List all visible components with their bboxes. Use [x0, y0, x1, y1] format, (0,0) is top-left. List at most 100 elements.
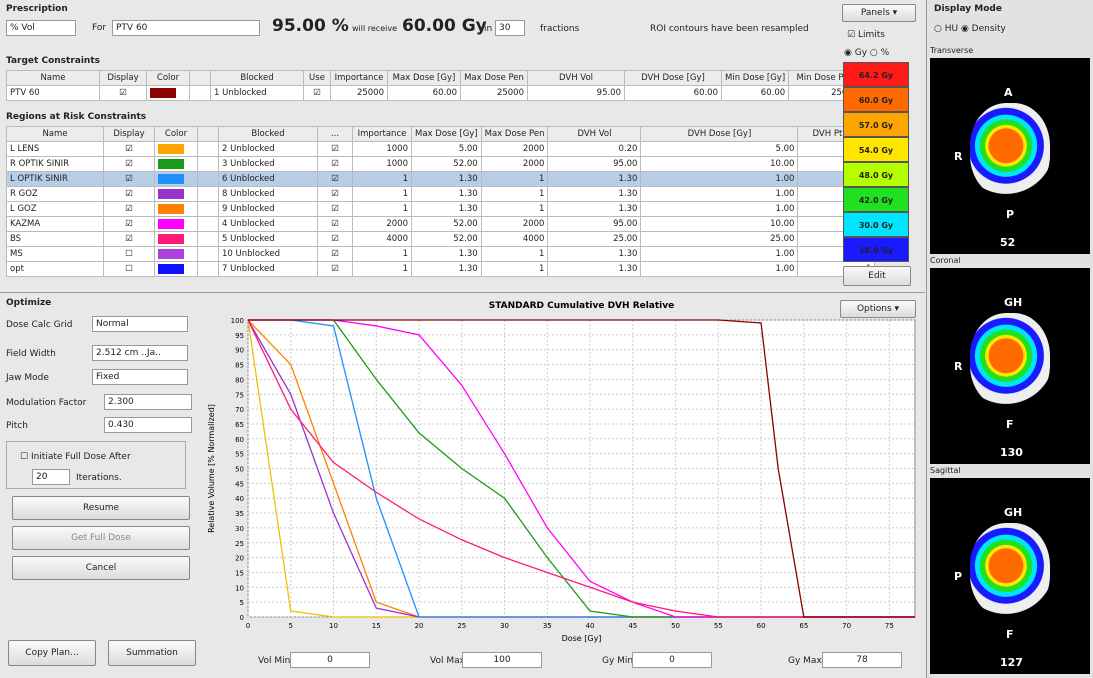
copy-plan-button[interactable]: Copy Plan... [8, 640, 96, 666]
select[interactable]: Normal [92, 316, 188, 332]
fractions-input[interactable]: 30 [495, 20, 525, 36]
cell: 1.30 [412, 187, 482, 202]
input[interactable]: 0.430 [104, 417, 192, 433]
roi-select[interactable]: PTV 60 [112, 20, 260, 36]
mode-select[interactable]: % Vol [6, 20, 76, 36]
cell: 5.00 [641, 142, 798, 157]
y-tick-label: 65 [235, 421, 244, 429]
cell: 1.30 [412, 172, 482, 187]
cell[interactable]: ☑ [318, 232, 353, 247]
column-header: Importance [331, 71, 388, 86]
input[interactable]: 2.300 [104, 394, 192, 410]
cell [155, 157, 198, 172]
row[interactable]: BS☑5 Unblocked☑400052.00400025.0025.0040… [7, 232, 875, 247]
cell[interactable]: ☑ [318, 187, 353, 202]
panels-button[interactable]: Panels ▾ [842, 4, 916, 22]
slice-number[interactable]: 127 [1000, 656, 1023, 669]
cell[interactable]: ☑ [304, 86, 331, 101]
radio-group[interactable]: ◉ Gy ○ % [844, 48, 889, 58]
column-header: Display [100, 71, 147, 86]
cell[interactable]: ☑ [104, 217, 155, 232]
spinner[interactable]: 78 [822, 652, 902, 668]
cell[interactable]: ☑ [104, 232, 155, 247]
cell [198, 262, 219, 277]
color-swatch [158, 234, 184, 244]
cell[interactable]: ☑ [318, 217, 353, 232]
cell: 52.00 [412, 157, 482, 172]
label: in [484, 24, 492, 34]
select[interactable]: 2.512 cm ..Ja.. [92, 345, 188, 361]
checkbox[interactable]: ☐ Initiate Full Dose After [20, 452, 131, 462]
cell: L GOZ [7, 202, 104, 217]
orientation-top: GH [1004, 506, 1022, 519]
section-title: Optimize [6, 298, 51, 308]
cell: 1 Unblocked [211, 86, 304, 101]
column-header: Importance [353, 127, 412, 142]
divider [0, 292, 925, 293]
radio-group[interactable]: ○ HU ◉ Density [934, 24, 1006, 34]
cell [198, 202, 219, 217]
slice-number[interactable]: 52 [1000, 236, 1015, 249]
cell[interactable]: ☑ [104, 142, 155, 157]
resume-button[interactable]: Resume [12, 496, 190, 520]
column-header: Color [147, 71, 190, 86]
y-tick-label: 0 [240, 614, 244, 622]
y-tick-label: 15 [235, 569, 244, 577]
options-button[interactable]: Options ▾ [840, 300, 916, 318]
cell[interactable]: ☑ [318, 202, 353, 217]
cell[interactable]: ☐ [104, 262, 155, 277]
cell: BS [7, 232, 104, 247]
spinner[interactable]: 100 [462, 652, 542, 668]
orientation-bottom: F [1006, 628, 1014, 641]
input[interactable]: 20 [32, 469, 70, 485]
select[interactable]: Fixed [92, 369, 188, 385]
column-header: Display [104, 127, 155, 142]
slice-number[interactable]: 130 [1000, 446, 1023, 459]
column-header: ... [318, 127, 353, 142]
column-header: Max Dose [Gy] [412, 127, 482, 142]
spinner[interactable]: 0 [632, 652, 712, 668]
cell: 25.00 [641, 232, 798, 247]
cell [198, 157, 219, 172]
cell[interactable]: ☑ [104, 157, 155, 172]
cell[interactable]: ☑ [318, 157, 353, 172]
color-swatch [158, 144, 184, 154]
label: % [881, 48, 890, 58]
cell[interactable]: ☑ [318, 142, 353, 157]
x-tick-label: 70 [842, 622, 851, 630]
cell[interactable]: ☐ [104, 247, 155, 262]
checkbox[interactable]: ☑ Limits [847, 30, 885, 40]
y-tick-label: 25 [235, 540, 244, 548]
section-title: Prescription [6, 4, 68, 14]
cell[interactable]: ☑ [104, 172, 155, 187]
cell[interactable]: ☑ [318, 262, 353, 277]
label: Limits [858, 30, 885, 40]
app: Prescription % Vol For PTV 60 95.00 % wi… [0, 0, 1093, 678]
cell[interactable]: ☑ [318, 172, 353, 187]
cancel-button[interactable]: Cancel [12, 556, 190, 580]
cell[interactable]: ☑ [104, 202, 155, 217]
column-header: Color [155, 127, 198, 142]
row[interactable]: L LENS☑2 Unblocked☑10005.0020000.205.002… [7, 142, 875, 157]
summation-button[interactable]: Summation [108, 640, 196, 666]
full-dose-button[interactable]: Get Full Dose [12, 526, 190, 550]
cell[interactable]: ☑ [100, 86, 147, 101]
spinner[interactable]: 0 [290, 652, 370, 668]
edit-button[interactable]: Edit [843, 266, 911, 286]
cell: 60.00 [388, 86, 461, 101]
y-tick-label: 40 [235, 495, 244, 503]
cell[interactable]: ☑ [104, 187, 155, 202]
column-header [190, 71, 211, 86]
column-header: DVH Dose [Gy] [625, 71, 722, 86]
x-tick-label: 15 [372, 622, 381, 630]
cell: 4000 [353, 232, 412, 247]
cell[interactable]: ☑ [318, 247, 353, 262]
